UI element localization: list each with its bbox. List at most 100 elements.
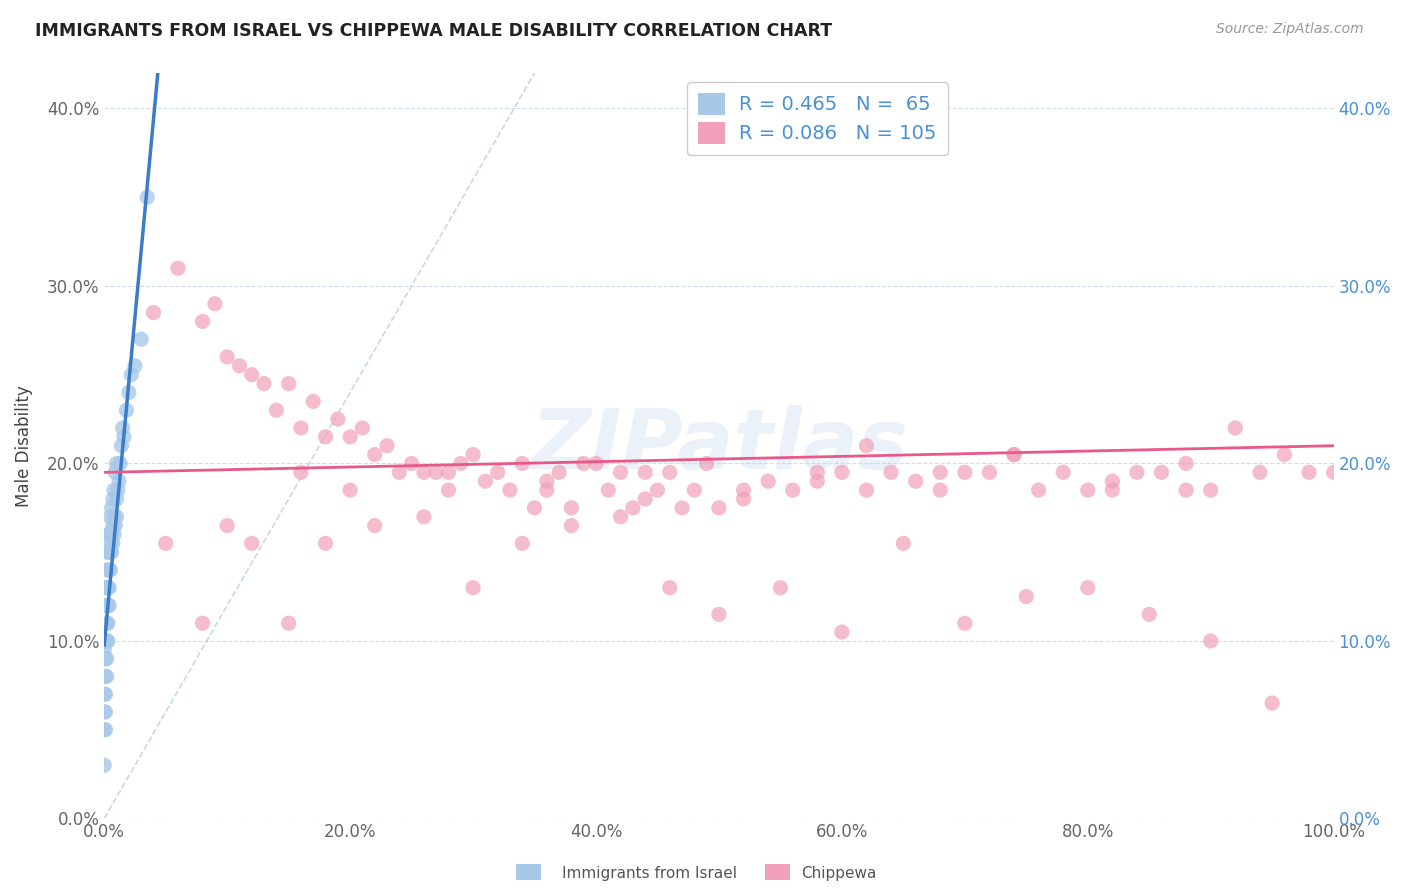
Point [364,448,387,462]
Point [228,359,250,373]
Point [1077,483,1099,497]
Point [831,625,853,640]
Point [118,385,141,400]
Point [96,545,118,559]
Point [96,616,118,631]
Point [696,457,718,471]
Point [1150,466,1173,480]
Point [437,466,460,480]
Point [110,457,132,471]
Point [136,190,159,204]
Point [806,466,828,480]
Point [634,491,657,506]
Point [290,421,312,435]
Point [461,581,484,595]
Point [486,466,509,480]
Point [94,634,117,648]
Point [97,527,120,541]
Point [98,599,121,613]
Point [315,536,337,550]
Point [1101,474,1123,488]
Point [560,500,582,515]
Point [548,466,571,480]
Point [1175,457,1198,471]
Point [94,616,117,631]
Point [191,616,214,631]
Point [412,466,434,480]
Point [461,448,484,462]
Point [683,483,706,497]
Point [97,616,120,631]
Point [98,581,121,595]
Point [831,466,853,480]
Point [100,509,122,524]
Point [96,634,118,648]
Point [621,500,644,515]
Point [671,500,693,515]
Point [437,483,460,497]
Point [1126,466,1149,480]
Point [103,483,125,497]
Point [707,500,730,515]
Point [96,599,118,613]
Point [339,430,361,444]
Point [96,563,118,577]
Point [94,705,117,719]
Point [1137,607,1160,622]
Point [94,599,117,613]
Point [499,483,522,497]
Point [107,483,129,497]
Point [326,412,349,426]
Text: Source: ZipAtlas.com: Source: ZipAtlas.com [1216,22,1364,37]
Point [100,563,122,577]
Point [1101,483,1123,497]
Point [510,536,533,550]
Point [1052,466,1074,480]
Point [1175,483,1198,497]
Point [756,474,779,488]
Point [929,466,952,480]
Point [536,474,558,488]
Point [364,518,387,533]
Point [1199,634,1222,648]
Point [103,527,125,541]
Point [1015,590,1038,604]
Point [115,403,138,417]
Point [1274,448,1296,462]
Point [105,491,128,506]
Point [100,536,122,550]
Point [904,474,927,488]
Point [1199,483,1222,497]
Point [100,500,122,515]
Point [167,261,190,276]
Point [129,332,152,346]
Point [97,599,120,613]
Point [97,581,120,595]
Point [100,545,122,559]
Point [598,483,620,497]
Point [609,509,631,524]
Point [1225,421,1247,435]
Point [733,491,755,506]
Point [277,616,299,631]
Point [302,394,325,409]
Point [93,687,115,701]
Point [108,474,131,488]
Text: Immigrants from Israel: Immigrants from Israel [562,866,737,881]
Point [782,483,804,497]
Point [142,305,165,319]
Point [98,527,121,541]
Point [388,466,411,480]
Point [1077,581,1099,595]
Point [474,474,496,488]
Point [412,509,434,524]
Point [315,430,337,444]
Point [707,607,730,622]
Point [191,314,214,328]
Point [105,509,128,524]
Point [97,634,120,648]
Point [855,439,877,453]
Point [93,634,115,648]
Point [1002,448,1025,462]
Point [104,466,127,480]
